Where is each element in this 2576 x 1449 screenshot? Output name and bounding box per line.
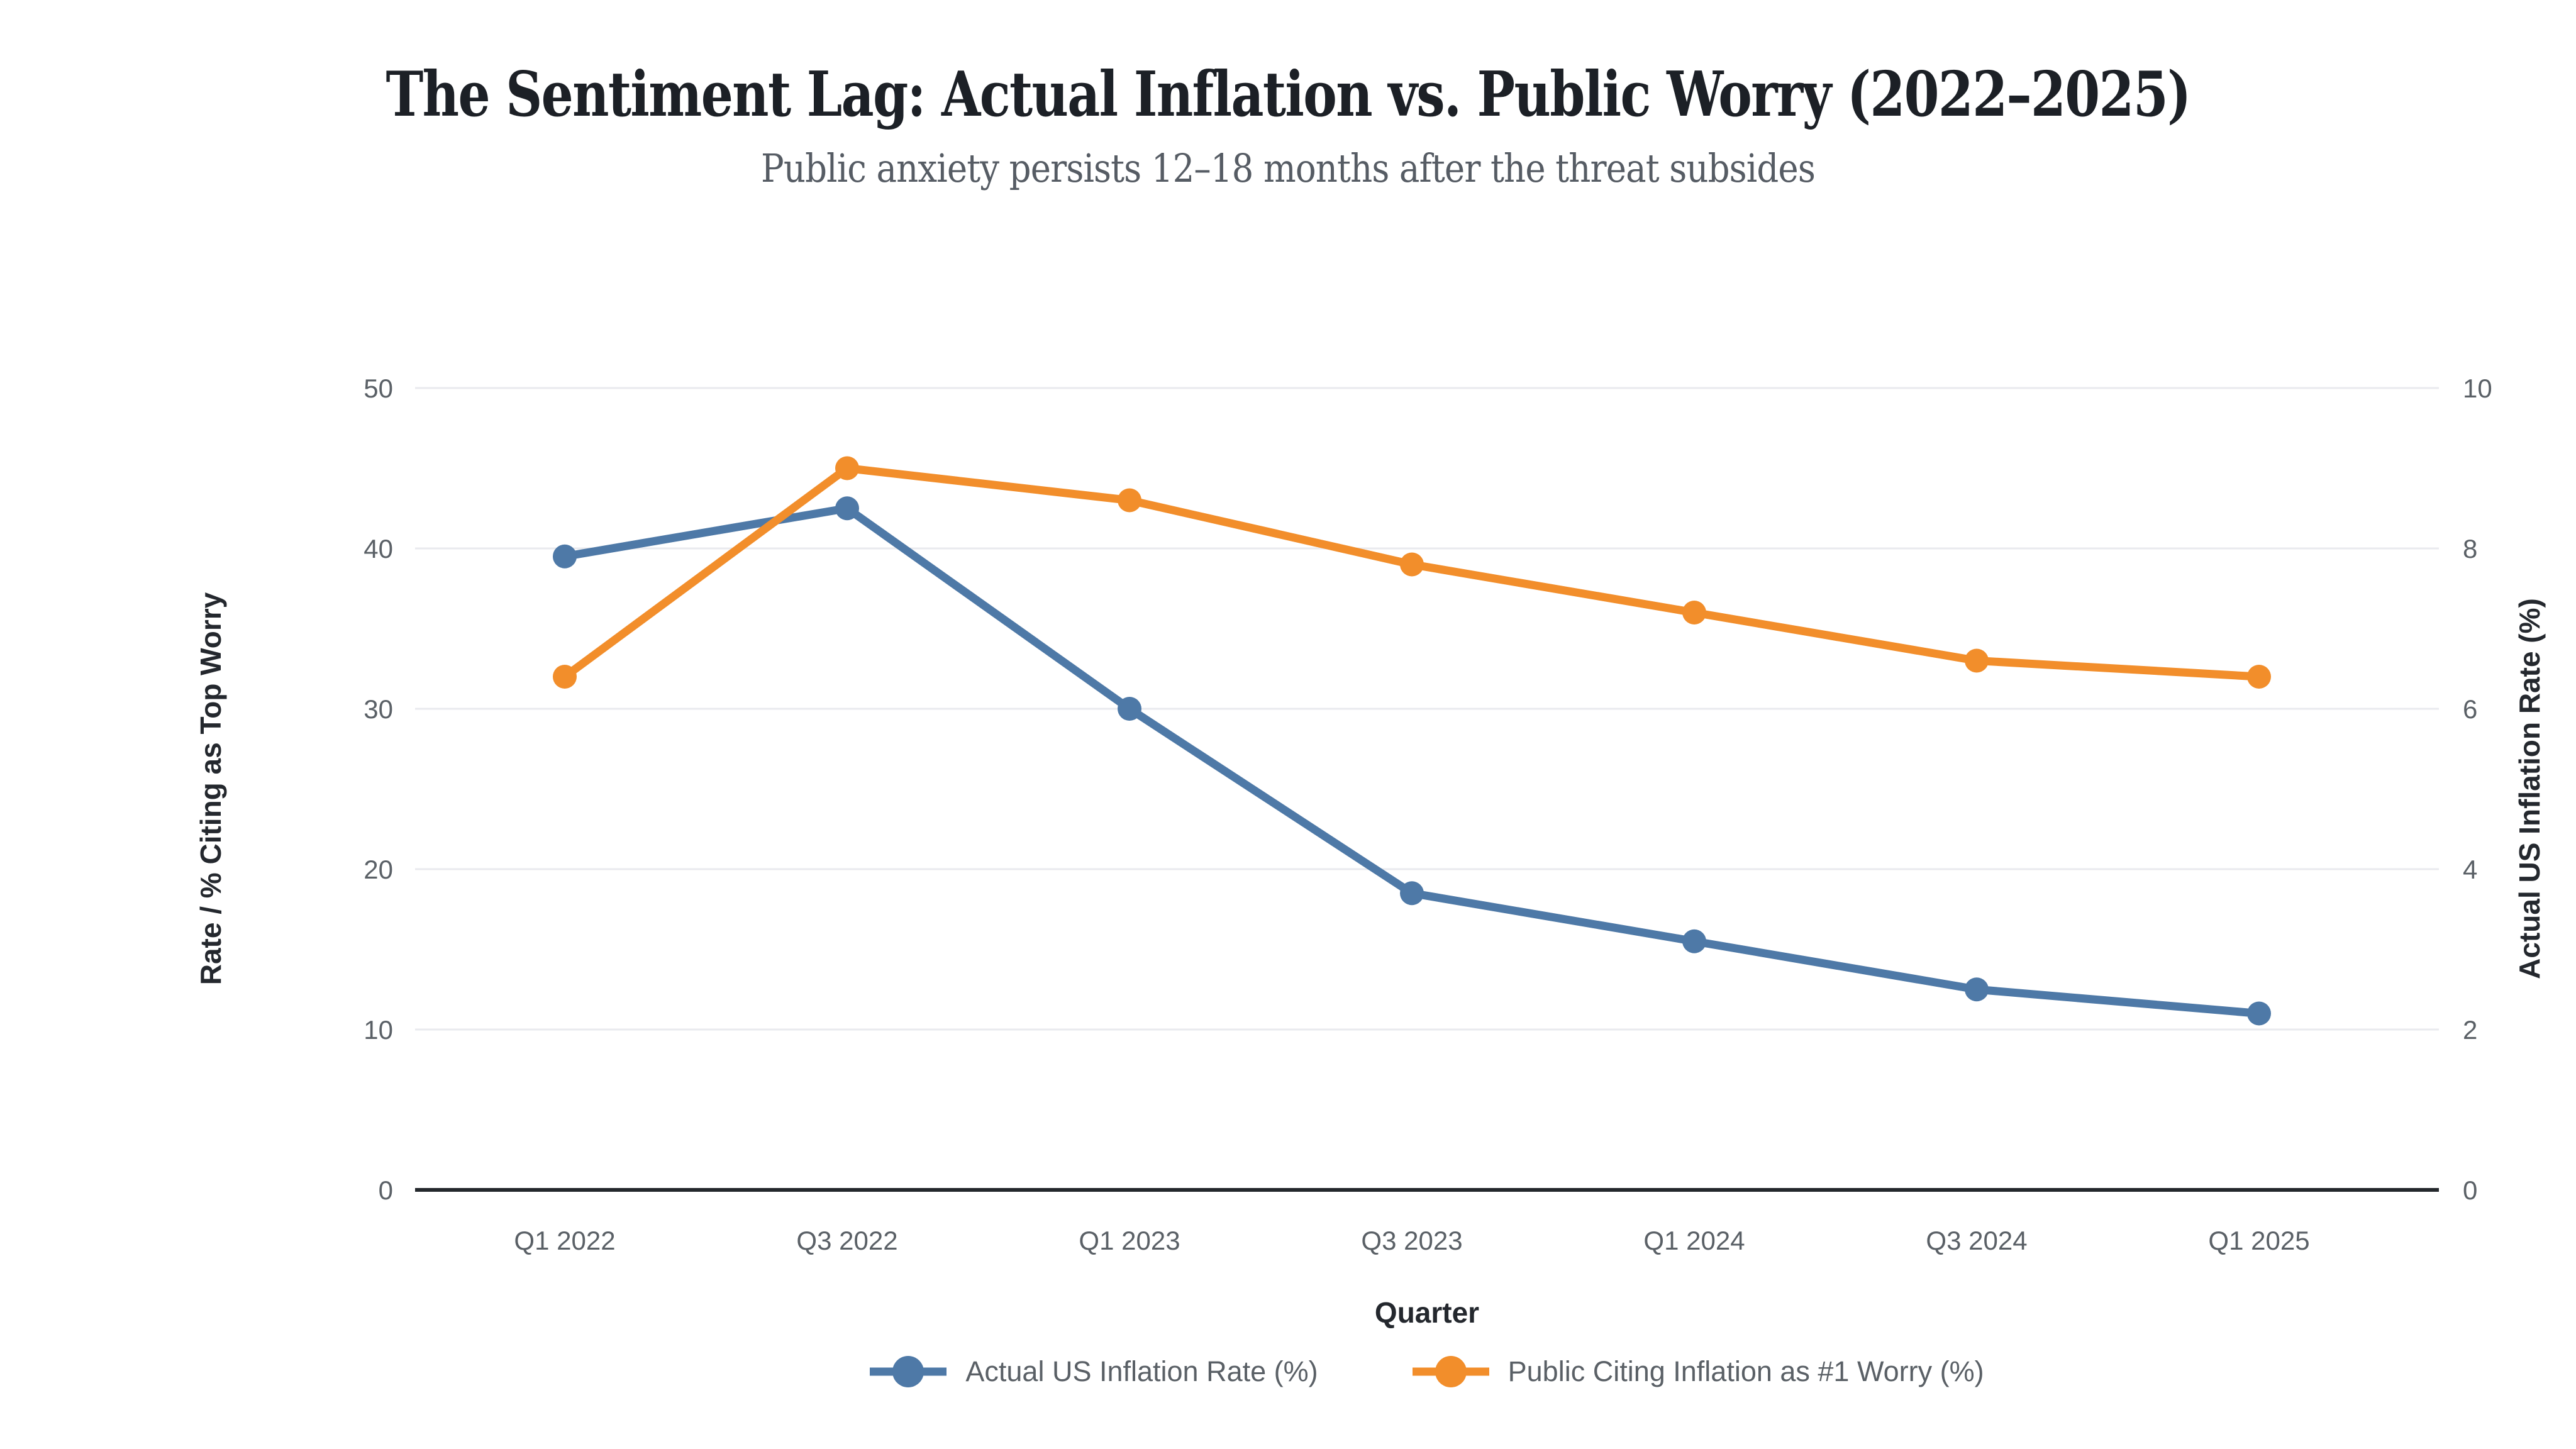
y-axis-tick-left: 30 xyxy=(364,694,393,724)
legend-item-actual-inflation[interactable]: Actual US Inflation Rate (%) xyxy=(870,1352,1318,1391)
legend: Actual US Inflation Rate (%) Public Citi… xyxy=(415,1352,2439,1391)
data-point xyxy=(1118,697,1141,721)
y-axis-tick-left: 20 xyxy=(364,855,393,884)
y-axis-tick-right: 2 xyxy=(2463,1015,2477,1045)
data-point xyxy=(1682,601,1706,625)
x-axis-tick: Q3 2024 xyxy=(1926,1226,2027,1255)
x-axis-tick: Q1 2025 xyxy=(2208,1226,2309,1255)
data-point xyxy=(1965,648,1989,673)
data-point xyxy=(2247,1001,2271,1026)
x-axis-tick: Q1 2024 xyxy=(1643,1226,1745,1255)
y-axis-tick-right: 4 xyxy=(2463,855,2477,884)
legend-marker-line-dot-icon xyxy=(870,1356,947,1387)
y-axis-tick-right: 8 xyxy=(2463,534,2477,564)
y-axis-label-left: Rate / % Citing as Top Worry xyxy=(194,592,227,985)
legend-item-public-worry[interactable]: Public Citing Inflation as #1 Worry (%) xyxy=(1412,1352,1984,1391)
x-axis-label: Quarter xyxy=(1374,1296,1480,1329)
data-point xyxy=(1400,881,1424,906)
legend-marker-line-dot-icon xyxy=(1412,1356,1489,1387)
data-point xyxy=(1118,488,1141,513)
y-axis-tick-left: 40 xyxy=(364,534,393,564)
data-point xyxy=(835,456,859,480)
x-axis-tick: Q3 2023 xyxy=(1361,1226,1462,1255)
data-point xyxy=(553,665,577,689)
legend-item-label: Actual US Inflation Rate (%) xyxy=(965,1355,1318,1387)
data-point xyxy=(1400,552,1424,577)
chart-header: The Sentiment Lag: Actual Inflation vs. … xyxy=(0,57,2576,191)
data-point xyxy=(1965,977,1989,1002)
y-axis-tick-left: 0 xyxy=(379,1175,393,1205)
x-axis-tick: Q1 2023 xyxy=(1079,1226,1180,1255)
data-point xyxy=(553,544,577,569)
data-point xyxy=(1682,929,1706,953)
y-axis-tick-left: 50 xyxy=(364,374,393,403)
data-point xyxy=(835,496,859,521)
x-axis-tick: Q1 2022 xyxy=(514,1226,615,1255)
data-point xyxy=(2247,665,2271,689)
chart-title: The Sentiment Lag: Actual Inflation vs. … xyxy=(386,58,2191,131)
series-line-0 xyxy=(560,504,2263,1018)
x-axis-tick: Q3 2022 xyxy=(796,1226,897,1255)
y-axis-tick-right: 0 xyxy=(2463,1175,2477,1205)
y-axis-label-right: Actual US Inflation Rate (%) xyxy=(2513,598,2546,979)
y-axis-tick-left: 10 xyxy=(364,1015,393,1045)
chart-subtitle: Public anxiety persists 12–18 months aft… xyxy=(761,145,1816,191)
legend-item-label: Public Citing Inflation as #1 Worry (%) xyxy=(1507,1355,1984,1387)
y-axis-tick-right: 6 xyxy=(2463,694,2477,724)
y-axis-tick-right: 10 xyxy=(2463,374,2492,403)
